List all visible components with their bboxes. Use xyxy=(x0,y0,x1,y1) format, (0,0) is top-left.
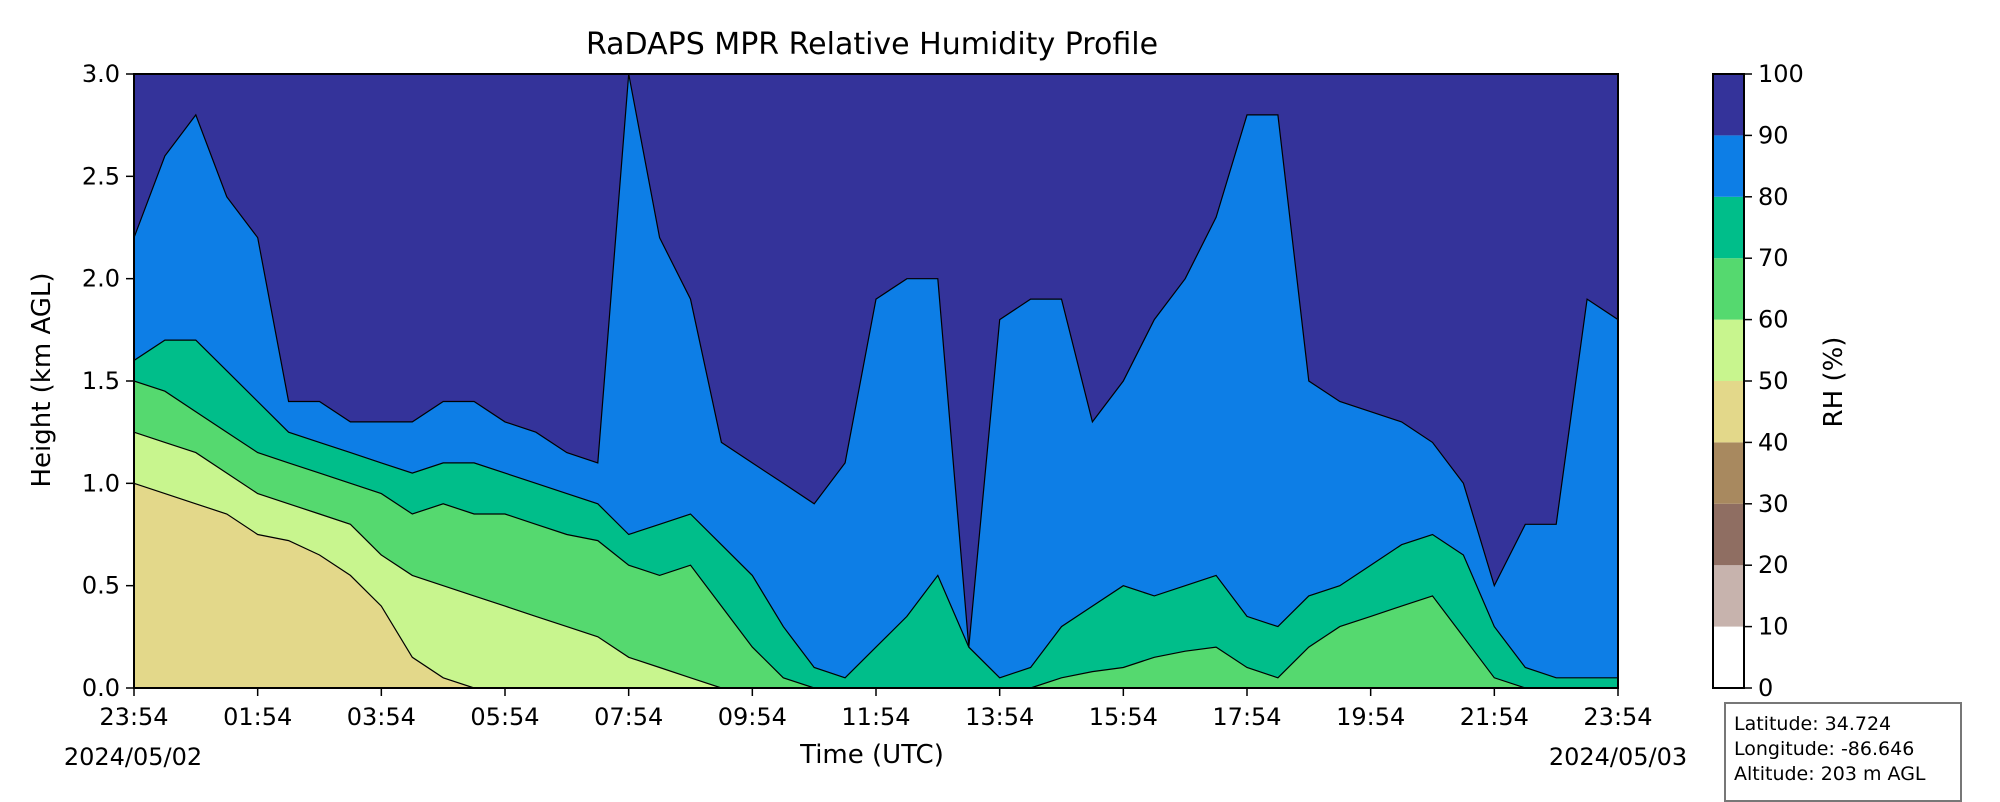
y-axis-label: Height (km AGL) xyxy=(27,272,57,487)
chart-title: RaDAPS MPR Relative Humidity Profile xyxy=(586,27,1158,62)
x-tick-label: 23:54 xyxy=(99,703,168,731)
y-axis: 0.0 0.5 1.0 1.5 2.0 2.5 3.0 xyxy=(82,60,134,702)
colorbar-segment xyxy=(1713,196,1744,259)
x-tick-label: 15:54 xyxy=(1089,703,1158,731)
end-date-label: 2024/05/03 xyxy=(1549,743,1687,771)
colorbar-segment xyxy=(1713,258,1744,320)
colorbar-segment xyxy=(1713,503,1744,566)
colorbar-tick-label: 70 xyxy=(1758,244,1789,272)
colorbar-tick-label: 90 xyxy=(1758,121,1789,149)
x-axis: 23:54 01:54 03:54 05:54 07:54 09:54 11:54 13:54… xyxy=(99,688,1653,731)
colorbar-segment xyxy=(1713,319,1744,381)
colorbar-tick-label: 0 xyxy=(1758,674,1773,702)
latitude-text: Latitude: 34.724 xyxy=(1734,713,1892,735)
colorbar-label: RH (%) xyxy=(1819,337,1849,428)
y-tick-label: 1.0 xyxy=(82,469,120,497)
colorbar-tick-label: 60 xyxy=(1758,306,1789,334)
y-tick-label: 0.5 xyxy=(82,572,120,600)
x-tick-label: 17:54 xyxy=(1212,703,1281,731)
x-tick-label: 07:54 xyxy=(594,703,663,731)
y-tick-label: 2.0 xyxy=(82,265,120,293)
colorbar: 0 10 20 30 40 50 60 70 80 90 100 xyxy=(1712,60,1804,702)
x-tick-label: 23:54 xyxy=(1583,703,1652,731)
x-tick-label: 19:54 xyxy=(1336,703,1405,731)
colorbar-segment xyxy=(1713,626,1744,688)
y-tick-label: 3.0 xyxy=(82,60,120,88)
altitude-text: Altitude: 203 m AGL xyxy=(1734,763,1926,785)
colorbar-tick-label: 10 xyxy=(1758,613,1789,641)
x-tick-label: 21:54 xyxy=(1460,703,1529,731)
location-info-box: Latitude: 34.724 Longitude: -86.646 Alti… xyxy=(1724,702,1962,802)
x-tick-label: 11:54 xyxy=(841,703,910,731)
plot-area xyxy=(133,73,1619,689)
colorbar-segment xyxy=(1713,442,1744,504)
x-axis-label: Time (UTC) xyxy=(799,740,944,770)
x-tick-label: 05:54 xyxy=(470,703,539,731)
x-tick-label: 09:54 xyxy=(718,703,787,731)
colorbar-tick-label: 100 xyxy=(1758,60,1804,88)
colorbar-tick-label: 40 xyxy=(1758,428,1789,456)
x-tick-label: 03:54 xyxy=(347,703,416,731)
colorbar-segment xyxy=(1713,565,1744,627)
colorbar-segment xyxy=(1713,74,1744,136)
x-tick-label: 13:54 xyxy=(965,703,1034,731)
colorbar-segment xyxy=(1713,135,1744,197)
start-date-label: 2024/05/02 xyxy=(64,743,202,771)
colorbar-tick-label: 30 xyxy=(1758,490,1789,518)
y-tick-label: 2.5 xyxy=(82,162,120,190)
y-tick-label: 0.0 xyxy=(82,674,120,702)
colorbar-tick-label: 50 xyxy=(1758,367,1789,395)
y-tick-label: 1.5 xyxy=(82,367,120,395)
colorbar-tick-label: 80 xyxy=(1758,183,1789,211)
longitude-text: Longitude: -86.646 xyxy=(1734,738,1915,760)
colorbar-tick-label: 20 xyxy=(1758,551,1789,579)
x-tick-label: 01:54 xyxy=(223,703,292,731)
colorbar-segment xyxy=(1713,381,1744,443)
